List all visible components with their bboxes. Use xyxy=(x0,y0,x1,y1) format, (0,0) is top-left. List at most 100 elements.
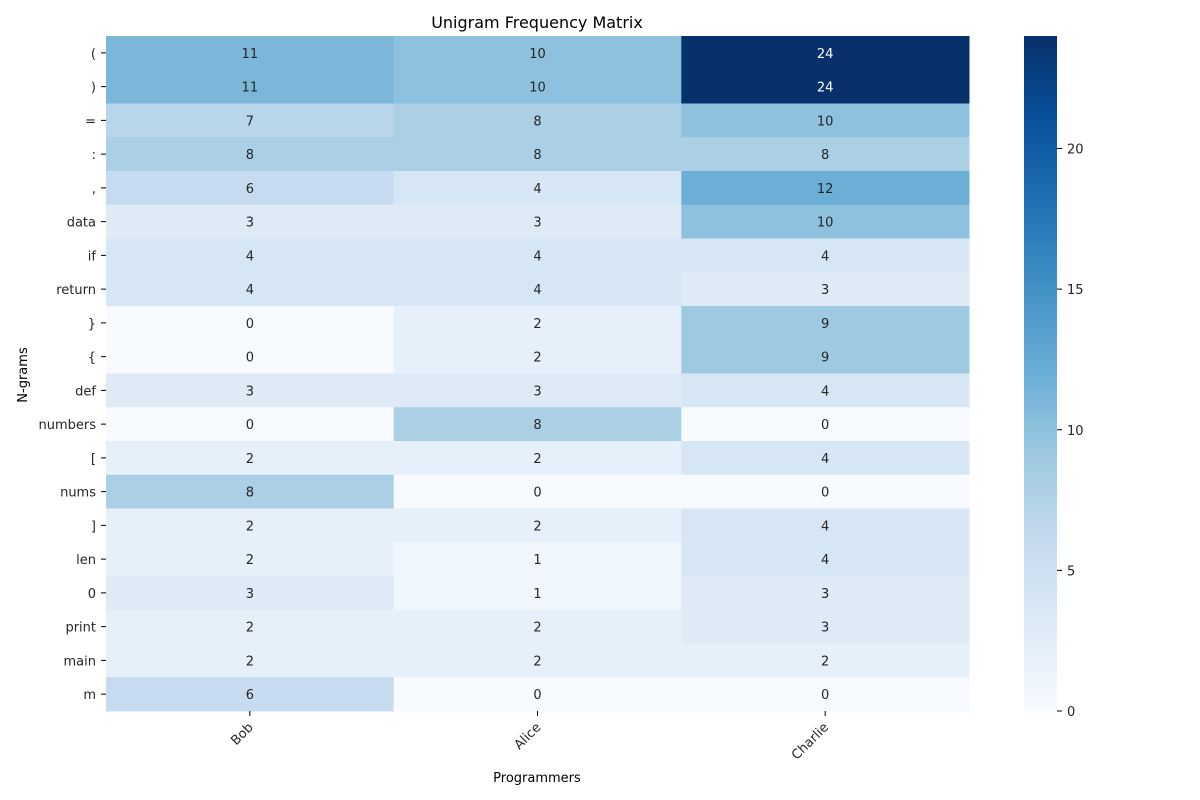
colorbar-ticks: 0 5 10 15 20 xyxy=(1057,143,1084,720)
colorbar-tick-label: 15 xyxy=(1067,283,1084,298)
heatmap-cell xyxy=(106,643,395,678)
cell-value-label: 0 xyxy=(246,317,254,332)
heatmap-cell xyxy=(393,441,682,476)
y-tick-label: def xyxy=(75,384,96,399)
cell-value-label: 0 xyxy=(533,688,541,703)
heatmap-cell xyxy=(681,137,970,172)
y-tick-label: } xyxy=(88,317,96,332)
cell-value-label: 4 xyxy=(533,283,541,298)
cell-value-label: 2 xyxy=(533,654,541,669)
cell-value-label: 3 xyxy=(246,384,254,399)
cell-value-label: 24 xyxy=(817,81,834,96)
heatmap-cell xyxy=(681,204,970,239)
heatmap-cell xyxy=(681,474,970,509)
heatmap-cell xyxy=(106,474,395,509)
heatmap-cell xyxy=(681,339,970,374)
heatmap-cell xyxy=(681,677,970,712)
cell-value-label: 4 xyxy=(821,384,829,399)
heatmap-cell xyxy=(681,103,970,138)
cell-value-label: 4 xyxy=(533,249,541,264)
y-tick-label: : xyxy=(92,148,96,163)
y-tick-label: ] xyxy=(91,519,96,534)
heatmap-cell xyxy=(393,542,682,577)
cell-value-label: 2 xyxy=(246,452,254,467)
y-tick-label: numbers xyxy=(38,418,96,433)
y-tick-label: main xyxy=(64,654,96,669)
heatmap-cell xyxy=(681,542,970,577)
heatmap-cell xyxy=(393,103,682,138)
y-tick-label: data xyxy=(67,216,96,231)
cell-value-label: 8 xyxy=(246,486,254,501)
heatmap-cell xyxy=(681,441,970,476)
y-tick-label: return xyxy=(56,283,96,298)
heatmap-cell xyxy=(681,238,970,273)
cell-value-label: 3 xyxy=(246,216,254,231)
heatmap-cell xyxy=(106,204,395,239)
y-tick-label: { xyxy=(88,351,96,366)
cell-value-label: 4 xyxy=(821,249,829,264)
y-tick-label: nums xyxy=(60,486,96,501)
y-tick-label: ) xyxy=(91,81,96,96)
heatmap-cell xyxy=(681,171,970,206)
cell-value-label: 3 xyxy=(533,216,541,231)
cell-value-label: 0 xyxy=(821,418,829,433)
heatmap-cell xyxy=(106,407,395,442)
heatmap-cell xyxy=(106,36,395,71)
cell-value-label: 1 xyxy=(533,553,541,568)
heatmap-cell xyxy=(106,677,395,712)
heatmap-cell xyxy=(106,508,395,543)
cell-value-label: 4 xyxy=(821,519,829,534)
cell-value-label: 11 xyxy=(242,81,259,96)
heatmap-cell xyxy=(106,69,395,104)
cell-value-label: 2 xyxy=(533,452,541,467)
cell-value-label: 0 xyxy=(246,351,254,366)
cell-value-label: 2 xyxy=(533,351,541,366)
cell-value-label: 24 xyxy=(817,47,834,62)
heatmap-cell xyxy=(681,36,970,71)
y-tick-label: print xyxy=(65,621,96,636)
x-axis-title: Programmers xyxy=(493,771,581,786)
cell-value-label: 4 xyxy=(821,452,829,467)
y-tick-label: len xyxy=(76,553,96,568)
heatmap-cell xyxy=(106,137,395,172)
colorbar-tick-label: 20 xyxy=(1067,143,1084,158)
heatmap-cell xyxy=(393,643,682,678)
heatmap-cell xyxy=(106,373,395,408)
cell-value-label: 3 xyxy=(821,283,829,298)
y-tick-label: if xyxy=(88,249,97,264)
heatmap-cell xyxy=(393,69,682,104)
cell-value-label: 8 xyxy=(246,148,254,163)
heatmap-cell xyxy=(393,272,682,307)
heatmap-cell xyxy=(393,677,682,712)
heatmap-cell xyxy=(106,339,395,374)
cell-value-label: 11 xyxy=(242,47,259,62)
heatmap-cell xyxy=(681,609,970,644)
heatmap-cell xyxy=(681,407,970,442)
cell-value-label: 7 xyxy=(246,114,254,129)
cell-value-label: 10 xyxy=(817,216,834,231)
cell-value-label: 9 xyxy=(821,351,829,366)
heatmap-cell xyxy=(393,238,682,273)
cell-value-label: 10 xyxy=(817,114,834,129)
y-tick-label: m xyxy=(83,688,96,703)
heatmap-cell xyxy=(393,339,682,374)
cell-value-label: 4 xyxy=(821,553,829,568)
heatmap-cell xyxy=(106,272,395,307)
x-tick-label: Charlie xyxy=(789,720,832,763)
cell-value-label: 1 xyxy=(533,587,541,602)
y-axis-title: N-grams xyxy=(16,347,31,403)
cell-value-label: 3 xyxy=(533,384,541,399)
y-axis-ticks: () =:, data if return} {def numbers [nums] len 0 p… xyxy=(38,47,106,703)
y-tick-label: [ xyxy=(91,452,96,467)
cell-value-label: 8 xyxy=(533,114,541,129)
heatmap-cell xyxy=(681,69,970,104)
cell-value-label: 6 xyxy=(246,182,254,197)
colorbar xyxy=(1024,36,1057,711)
heatmap-cell xyxy=(106,441,395,476)
heatmap-cell xyxy=(106,306,395,341)
heatmap-cell xyxy=(393,373,682,408)
y-tick-label: ( xyxy=(91,47,96,62)
cell-value-label: 6 xyxy=(246,688,254,703)
